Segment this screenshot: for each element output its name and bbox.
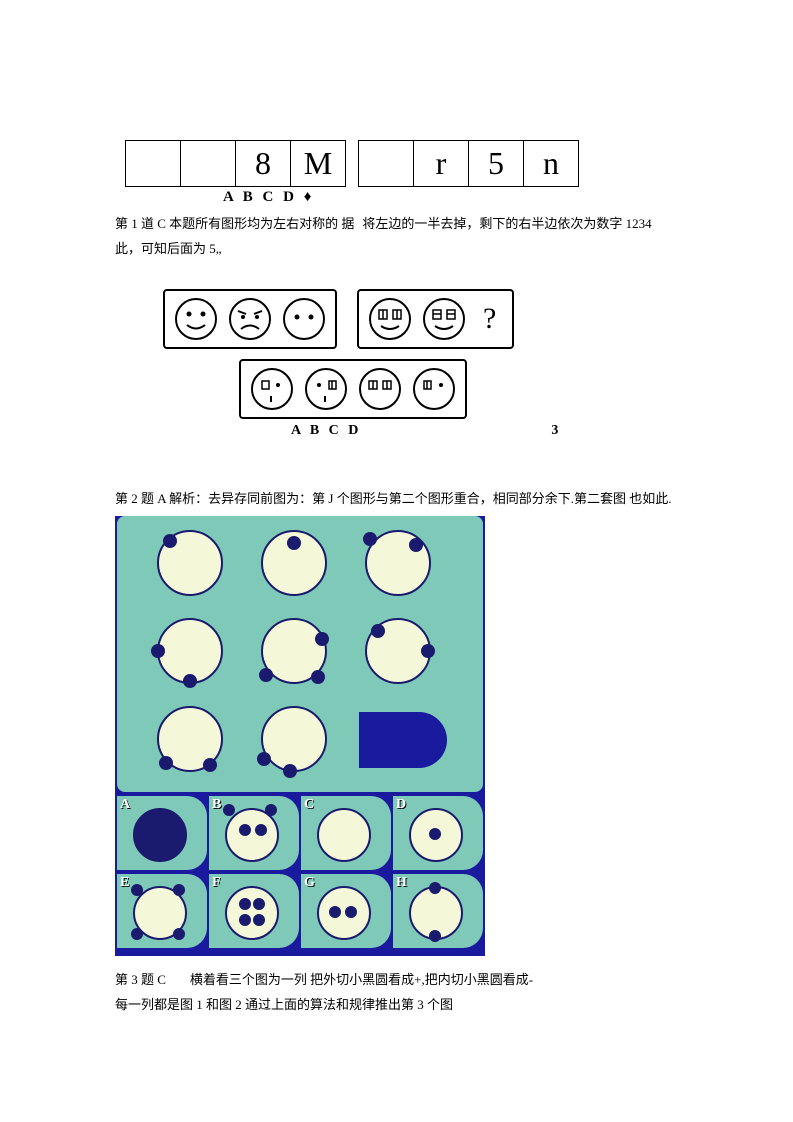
cell — [180, 140, 236, 187]
cell — [358, 140, 414, 187]
page: 8 M r 5 n A B C D ♦ 第 1 道 C 本题所有图形均为左右对称… — [0, 0, 793, 1017]
q3-figure: A B C D E F G H — [115, 516, 485, 956]
option-g: G — [301, 874, 391, 948]
abcd-text: A B C D — [291, 423, 361, 439]
face-smile-icon — [173, 296, 219, 342]
option-row: E F G H — [117, 874, 483, 948]
option-label: F — [212, 875, 221, 891]
option-d: D — [393, 796, 483, 870]
diamond-icon: ♦ — [304, 189, 312, 205]
q1-left-cells: 8 M — [125, 140, 346, 187]
option-e: E — [117, 874, 207, 948]
grid-cell — [253, 702, 335, 776]
cell — [125, 140, 181, 187]
q1-right-cells: r 5 n — [358, 140, 579, 187]
text: 横着看三个图为一列 把外切小黑圆看成+,把内切小黑圆看成- — [190, 972, 533, 987]
grid-cell — [253, 526, 335, 600]
q1-abcd-label: A B C D ♦ — [223, 189, 683, 206]
q2-top-row: ? — [163, 289, 683, 349]
option-row: A B C D — [117, 796, 483, 870]
grid-row — [129, 702, 471, 776]
option-c: C — [301, 796, 391, 870]
q3-options: A B C D E F G H — [115, 794, 485, 956]
face-box-right: ? — [357, 289, 514, 349]
face-option-icon — [303, 366, 349, 412]
q3-explanation: 第 3 题 C 横着看三个图为一列 把外切小黑圆看成+,把内切小黑圆看成- 每一列… — [115, 968, 683, 1017]
option-label: A — [120, 797, 130, 813]
question-mark: ? — [475, 302, 504, 336]
q1-boxes-row: 8 M r 5 n — [125, 140, 683, 187]
grid-row — [129, 614, 471, 688]
face-dots-icon — [281, 296, 327, 342]
cell: 5 — [468, 140, 524, 187]
q2-labels-row: A B C D 3 — [163, 423, 683, 439]
q2-explanation: 第 2 题 A 解析：去异存同前图为：第 J 个图形与第二个图形重合，相同部分余… — [115, 487, 683, 512]
abcd-text: A B C D — [223, 189, 297, 205]
q3-grid — [117, 516, 483, 792]
grid-cell-empty — [357, 702, 439, 776]
face-box-options — [239, 359, 467, 419]
face-option-icon — [411, 366, 457, 412]
cell: n — [523, 140, 579, 187]
grid-cell — [253, 614, 335, 688]
grid-cell — [357, 614, 439, 688]
cell: r — [413, 140, 469, 187]
grid-cell — [149, 614, 231, 688]
face-option-icon — [249, 366, 295, 412]
option-f: F — [209, 874, 299, 948]
text: 第 1 道 C 本题所有图形均为左右对称的 据 — [115, 216, 354, 231]
face-variant-icon — [367, 296, 413, 342]
face-option-icon — [357, 366, 403, 412]
grid-cell — [357, 526, 439, 600]
label-3: 3 — [551, 423, 558, 439]
option-label: H — [396, 875, 407, 891]
cell: 8 — [235, 140, 291, 187]
grid-cell — [149, 702, 231, 776]
text: 第 3 题 C — [115, 972, 166, 987]
option-b: B — [209, 796, 299, 870]
option-label: E — [120, 875, 129, 891]
option-label: B — [212, 797, 221, 813]
grid-cell — [149, 526, 231, 600]
option-a: A — [117, 796, 207, 870]
option-label: G — [304, 875, 315, 891]
q1-explanation: 第 1 道 C 本题所有图形均为左右对称的 据将左边的一半去掉，剩下的右半边依次… — [115, 212, 683, 261]
face-variant-icon — [421, 296, 467, 342]
option-h: H — [393, 874, 483, 948]
text: 每一列都是图 1 和图 2 通过上面的算法和规律推出第 3 个图 — [115, 997, 453, 1012]
face-box-left — [163, 289, 337, 349]
option-label: C — [304, 797, 314, 813]
q2-figure: ? A B C D 3 — [163, 289, 683, 439]
face-frown-icon — [227, 296, 273, 342]
grid-row — [129, 526, 471, 600]
cell: M — [290, 140, 346, 187]
option-label: D — [396, 797, 406, 813]
text: 将左边的一半去掉，剩下的右半边依次为数字 1234 — [362, 216, 651, 231]
text: 此，可知后面为 5„ — [115, 241, 222, 256]
